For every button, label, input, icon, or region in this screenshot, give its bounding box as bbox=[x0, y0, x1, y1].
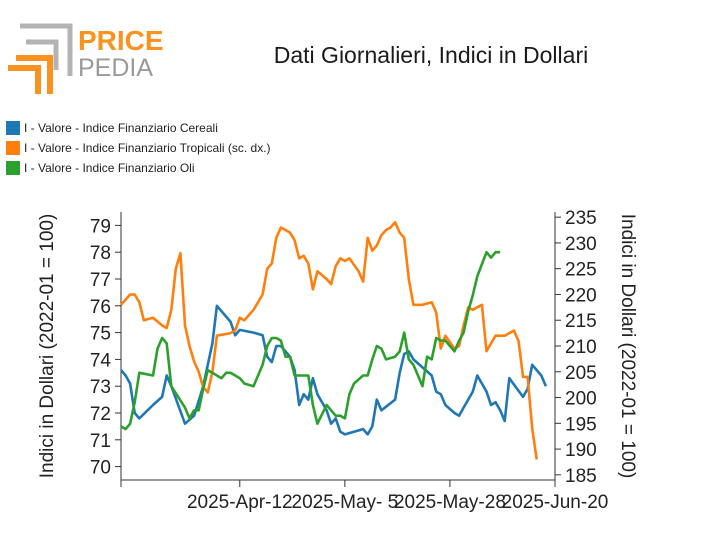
legend-swatch-tropicali bbox=[6, 141, 20, 155]
logo-mark-icon bbox=[8, 23, 73, 94]
y-right-tick-label: 215 bbox=[565, 311, 597, 332]
chart-series bbox=[120, 221, 548, 460]
y-right-tick-label: 200 bbox=[565, 389, 597, 410]
legend-swatch-cereali bbox=[6, 121, 20, 135]
y-left-tick-label: 72 bbox=[90, 404, 111, 425]
y-left-tick-label: 79 bbox=[90, 216, 111, 237]
legend-entry-tropicali: I - Valore - Indice Finanziario Tropical… bbox=[6, 138, 271, 158]
y-left-tick-label: 71 bbox=[90, 431, 111, 452]
y-right-tick-label: 190 bbox=[565, 440, 597, 461]
y-right-tick-label: 225 bbox=[565, 260, 597, 281]
logo-text-top: PRICE bbox=[78, 25, 164, 56]
y-left-tick-label: 76 bbox=[90, 297, 111, 318]
y-axis-right-label: Indici in Dollari (2022-01 = 100) bbox=[617, 214, 638, 479]
chart-axes: 70 71 72 73 74 75 76 77 78 79 185 190 195 200 205 210 21… bbox=[90, 208, 608, 513]
y-right-tick-label: 220 bbox=[565, 285, 597, 306]
y-axis-left-label: Indici in Dollari (2022-01 = 100) bbox=[37, 214, 58, 479]
y-left-tick-label: 77 bbox=[90, 270, 111, 291]
y-right-tick-label: 230 bbox=[565, 234, 597, 255]
y-right-tick-label: 205 bbox=[565, 363, 597, 384]
y-right-tick-label: 185 bbox=[565, 466, 597, 487]
y-right-tick-label: 235 bbox=[565, 208, 597, 229]
series-line-1 bbox=[120, 221, 538, 460]
x-tick-label: 2025-May-28 bbox=[394, 492, 506, 513]
x-tick-label: 2025-Apr-12 bbox=[187, 492, 293, 513]
x-tick-label: 2025-Jun-20 bbox=[502, 492, 609, 513]
legend-swatch-oli bbox=[6, 161, 20, 175]
legend: I - Valore - Indice Finanziario Cereali … bbox=[6, 118, 271, 178]
legend-entry-oli: I - Valore - Indice Finanziario Oli bbox=[6, 158, 271, 178]
y-left-tick-label: 70 bbox=[90, 458, 111, 479]
legend-label-tropicali: I - Valore - Indice Finanziario Tropical… bbox=[24, 141, 271, 155]
series-line-2 bbox=[120, 250, 501, 431]
logo-text-bottom: PEDIA bbox=[78, 54, 153, 82]
pricepedia-logo: PRICE PEDIA bbox=[8, 23, 164, 94]
y-left-tick-label: 78 bbox=[90, 243, 111, 264]
y-left-tick-label: 74 bbox=[90, 350, 112, 371]
x-tick-label: 2025-May- 5 bbox=[292, 492, 399, 513]
legend-label-cereali: I - Valore - Indice Finanziario Cereali bbox=[24, 121, 218, 135]
chart-title: Dati Giornalieri, Indici in Dollari bbox=[273, 42, 589, 68]
legend-entry-cereali: I - Valore - Indice Finanziario Cereali bbox=[6, 118, 271, 138]
y-right-tick-label: 195 bbox=[565, 414, 597, 435]
legend-label-oli: I - Valore - Indice Finanziario Oli bbox=[24, 161, 195, 175]
y-left-tick-label: 73 bbox=[90, 377, 111, 398]
series-line-0 bbox=[120, 304, 548, 436]
y-left-tick-label: 75 bbox=[90, 324, 111, 345]
y-right-tick-label: 210 bbox=[565, 337, 597, 358]
